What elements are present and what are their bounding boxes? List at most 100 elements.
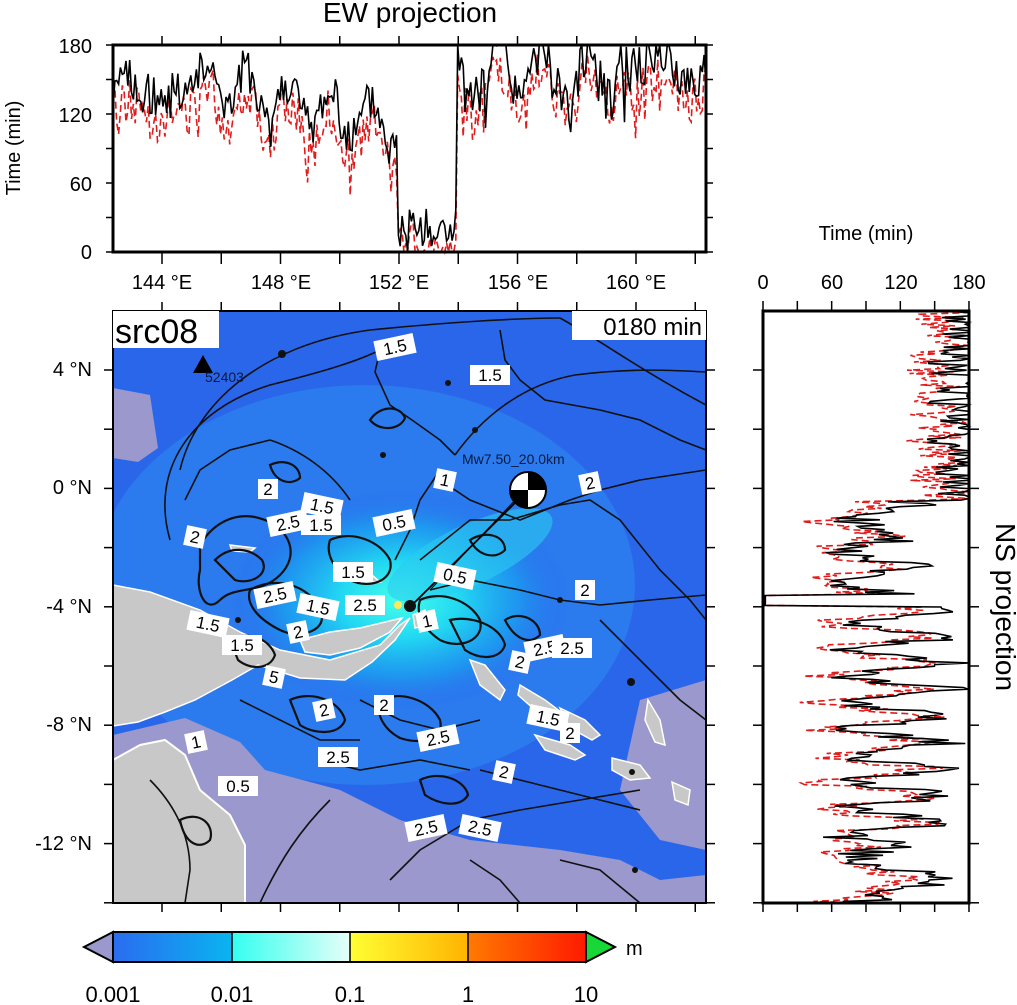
svg-text:1.5: 1.5 (304, 596, 331, 620)
ew-ylabel: Time (min) (3, 101, 25, 196)
contour-label: 1 (433, 468, 457, 492)
land-vanuatu-3 (671, 780, 691, 807)
ew-ytick-label: 60 (70, 174, 92, 196)
contour-label: 2 (183, 525, 207, 549)
ns-title: NS projection (990, 523, 1017, 691)
svg-text:2: 2 (188, 527, 201, 548)
time-label: 0180 min (603, 314, 702, 341)
svg-text:2: 2 (317, 700, 330, 721)
colorbar-segment (113, 932, 232, 962)
ew-black-series (112, 43, 707, 253)
map-ytick-label: 0 °N (53, 477, 92, 499)
contour-label: 1.5 (301, 515, 341, 535)
svg-text:1.5: 1.5 (308, 495, 335, 518)
ew-series (112, 43, 707, 256)
contour-label: 0.5 (433, 562, 477, 590)
svg-text:2: 2 (291, 622, 304, 643)
contour-label: 2.5 (404, 814, 448, 842)
map-ytick-label: 4 °N (53, 359, 92, 381)
land-solomon-3 (533, 733, 587, 761)
svg-text:1.5: 1.5 (194, 613, 221, 637)
contour-label: 1.5 (373, 333, 417, 361)
svg-text:2.5: 2.5 (275, 512, 302, 535)
ns-ticks (753, 301, 979, 912)
svg-text:2: 2 (583, 473, 596, 494)
colorbar-under-triangle (81, 930, 114, 964)
colorbar-tick-label: 0.001 (85, 982, 140, 1005)
svg-text:1.5: 1.5 (230, 636, 254, 655)
ns-xtick-label: 0 (757, 272, 768, 294)
ew-xtick-label: 144 °E (132, 272, 192, 294)
contour-label-layer: 1.51.51 221.52.5 1.520.51.5 0.52.5 21.512.51… (183, 333, 602, 842)
ns-xtick-label: 120 (884, 272, 917, 294)
svg-text:2: 2 (263, 480, 272, 499)
colorbar-over-triangle (585, 930, 618, 964)
ns-xtick-label: 180 (952, 272, 985, 294)
land-bougainville (468, 658, 506, 702)
epicenter-marker (404, 600, 416, 612)
contour-label: 2 (508, 650, 532, 674)
contour-label: 2.5 (345, 595, 385, 615)
colorbar-tick-label: 10 (574, 982, 598, 1005)
contour-label: 2 (286, 620, 310, 644)
svg-text:1.5: 1.5 (382, 336, 409, 359)
ew-projection-panel: EW projection Time (min) 180 120 60 0 14… (3, 0, 713, 294)
svg-text:2: 2 (565, 724, 574, 743)
contour-label: 0.5 (372, 509, 416, 537)
contour-label: 2 (492, 760, 516, 784)
contour-label: 1 (415, 609, 439, 633)
event-label: Mw7.50_20.0km (462, 451, 565, 467)
svg-text:1.5: 1.5 (534, 707, 561, 731)
station-triangle-icon (193, 355, 213, 373)
svg-text:2: 2 (497, 762, 510, 783)
ns-black-series (764, 310, 973, 904)
svg-text:2.5: 2.5 (425, 727, 452, 751)
station-label: 52403 (205, 369, 244, 385)
colorbar-segment (350, 932, 468, 962)
svg-text:1.5: 1.5 (478, 366, 502, 385)
focal-mechanism-icon (509, 471, 547, 509)
shallow-zone-sw (113, 718, 706, 903)
contour-label: 1.5 (526, 704, 570, 732)
contour-label: 2.5 (552, 638, 592, 658)
land-vanuatu-1 (611, 757, 652, 781)
svg-text:2.5: 2.5 (413, 817, 440, 841)
svg-text:0.5: 0.5 (381, 512, 408, 535)
contour-label: 1.5 (300, 492, 344, 520)
wave-energy-streak (387, 508, 553, 602)
colorbar-tick-label: 1 (462, 982, 474, 1005)
svg-text:5: 5 (267, 667, 280, 688)
map-ytick-label: -12 °N (35, 833, 92, 855)
contour-label: 2 (374, 695, 394, 715)
contour-label: 1.5 (333, 562, 373, 582)
svg-text:2: 2 (513, 652, 526, 673)
map-ticks (104, 302, 715, 912)
ew-red-dashed-series (112, 54, 707, 256)
ew-xtick-label: 152 °E (369, 272, 429, 294)
contour-label: 2.5 (416, 724, 460, 752)
contour-label: 2.5 (266, 509, 310, 537)
contour-label: 1.5 (296, 593, 340, 621)
svg-text:0.5: 0.5 (226, 777, 250, 796)
contour-label: 1.5 (222, 635, 262, 655)
time-label-box (572, 311, 706, 340)
svg-text:2.5: 2.5 (262, 584, 289, 608)
contour-label: 1 (184, 730, 208, 754)
contour-label: 2.5 (318, 747, 358, 767)
ew-ytick-label: 180 (59, 36, 92, 58)
contour-label: 0.5 (218, 776, 258, 796)
contour-label: 1.5 (186, 610, 230, 638)
colorbar-segment (468, 932, 586, 962)
ew-ytick-label: 0 (81, 242, 92, 264)
svg-text:2.5: 2.5 (532, 637, 559, 661)
ew-xtick-label: 160 °E (606, 272, 666, 294)
svg-text:2.5: 2.5 (560, 639, 584, 658)
contour-label: 2 (258, 479, 278, 499)
svg-text:2.5: 2.5 (466, 817, 493, 841)
shallow-zone-se (620, 680, 706, 850)
ew-xtick-label: 156 °E (488, 272, 548, 294)
svg-text:2.5: 2.5 (353, 596, 377, 615)
shallow-zone-nw (113, 388, 158, 462)
source-label-box (113, 311, 219, 348)
